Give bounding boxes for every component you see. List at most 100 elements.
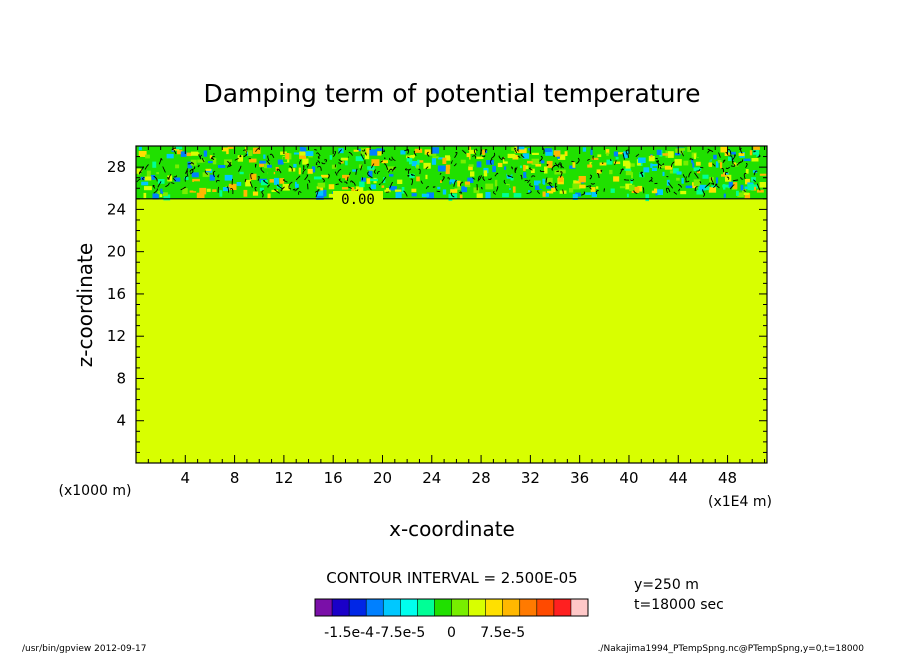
damping-contour-stroke [315,161,318,166]
damping-cell [523,165,529,170]
damping-cell [293,152,300,155]
damping-contour-stroke [699,181,702,184]
damping-cell [627,163,635,167]
damping-contour-stroke [642,186,645,194]
damping-cell [252,191,259,196]
damping-cell [599,162,607,166]
damping-contour-stroke [334,171,338,176]
damping-contour-stroke [726,176,730,180]
damping-cell [431,158,437,165]
damping-contour-stroke [274,189,280,194]
damping-cell [689,178,694,182]
damping-cell [429,152,437,156]
damping-contour-stroke [234,157,239,161]
damping-cell [743,192,750,195]
damping-cell [376,148,384,151]
damping-cell [556,189,560,195]
damping-cell [445,168,450,175]
damping-cell [323,189,327,197]
damping-contour-stroke [514,147,518,154]
damping-cell [473,187,480,193]
damping-cell [167,175,173,182]
damping-cell [507,153,516,159]
damping-cell [658,165,665,169]
damping-contour-stroke [381,176,387,184]
damping-cell [367,166,375,170]
damping-cell [160,188,163,194]
damping-cell [227,146,234,149]
damping-cell [338,180,346,187]
damping-cell [445,164,451,170]
damping-cell [159,194,163,197]
damping-contour-stroke [316,152,321,157]
damping-cell [423,162,431,169]
damping-contour-stroke [694,172,699,179]
damping-cell [141,181,149,186]
x-tick-label: 44 [669,469,688,487]
damping-cell [569,188,574,193]
damping-cell [733,162,736,166]
damping-cell [547,190,554,194]
colorbar-tick-label: -7.5e-5 [375,625,425,641]
damping-contour-stroke [324,159,328,163]
damping-contour-stroke [172,178,177,182]
damping-cell [183,159,189,162]
damping-cell [506,175,512,179]
damping-cell [456,180,461,187]
damping-cell [459,194,463,200]
damping-cell [696,189,703,195]
damping-cell [715,177,719,184]
damping-cell [751,184,759,189]
damping-contour-stroke [321,162,326,165]
colorbar-swatch [366,599,384,616]
damping-cell [189,190,197,193]
damping-contour-stroke [267,184,271,188]
damping-cell [221,151,227,158]
damping-cell [196,192,205,199]
damping-contour-stroke [374,169,377,175]
damping-cell [530,168,535,173]
damping-contour-stroke [407,168,412,175]
damping-cell [468,146,471,151]
x-tick-label: 16 [324,469,343,487]
damping-contour-stroke [257,176,260,181]
damping-contour-stroke [722,159,726,163]
damping-contour-stroke [650,180,653,182]
damping-cell [273,177,279,185]
damping-contour-stroke [548,182,553,188]
y-tick-label: 16 [107,285,126,303]
damping-contour-stroke [665,187,669,194]
damping-contour-stroke [364,152,368,156]
damping-contour-stroke [261,192,264,198]
damping-contour-stroke [167,176,170,180]
damping-cell [541,172,544,177]
y-tick-label: 12 [107,327,126,345]
damping-cell [753,146,760,151]
damping-contour-stroke [407,174,410,177]
damping-cell [691,159,694,164]
damping-contour-stroke [454,152,458,159]
damping-contour-stroke [601,162,604,164]
damping-contour-stroke [555,162,560,168]
damping-contour-stroke [278,169,282,174]
damping-contour-stroke [635,153,640,157]
damping-cell [528,190,532,193]
damping-cell [209,155,213,159]
damping-cell [752,149,760,155]
damping-contour-stroke [729,155,733,161]
damping-contour-stroke [494,172,499,177]
damping-cell [662,171,665,176]
damping-contour-stroke [630,179,635,182]
damping-contour-stroke [482,176,486,182]
damping-contour-stroke [289,165,293,172]
damping-cell [222,187,230,192]
damping-cell [675,148,684,155]
damping-cell [695,161,701,166]
damping-contour-stroke [619,168,624,175]
damping-cell [401,187,405,194]
damping-cell [331,164,337,169]
x-tick-label: 48 [718,469,737,487]
damping-cell [523,172,528,179]
damping-cell [366,148,372,154]
